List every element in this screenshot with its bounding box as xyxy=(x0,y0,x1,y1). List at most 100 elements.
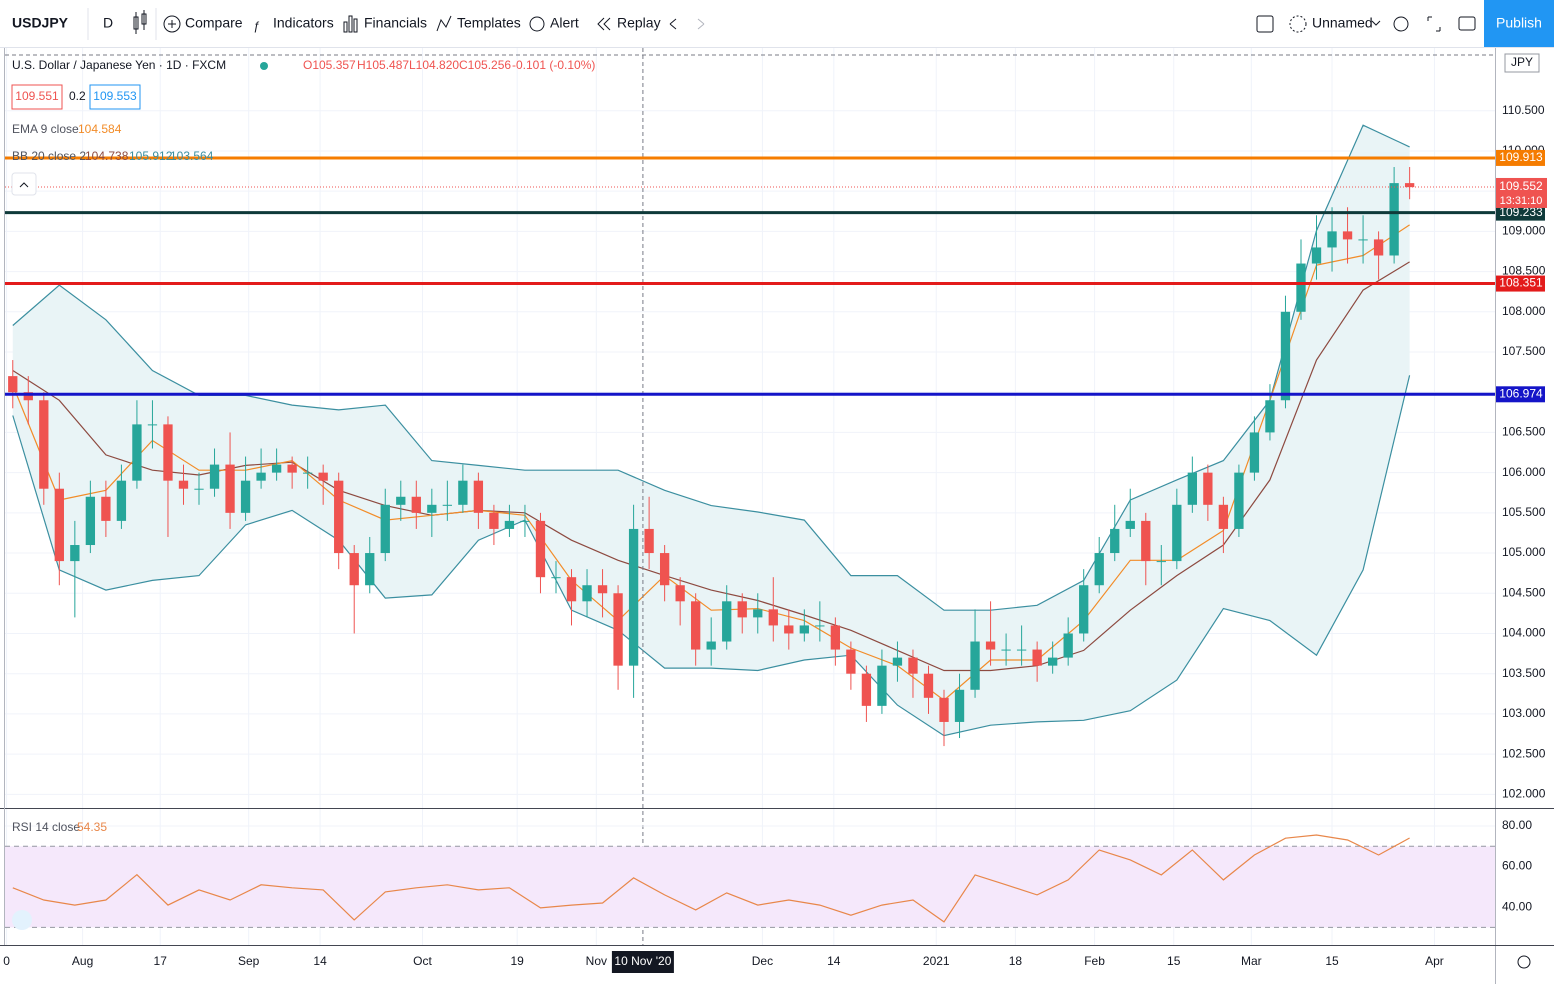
y-tick-label: 104.500 xyxy=(1502,585,1546,599)
toolbar-item[interactable]: Alert xyxy=(550,15,579,31)
candle-body xyxy=(194,488,204,490)
candle-body xyxy=(737,601,747,618)
publish-button[interactable] xyxy=(1484,0,1554,47)
currency-box[interactable] xyxy=(1504,53,1540,73)
price-line-label: 108.351 xyxy=(1499,276,1543,290)
axis-settings-icon[interactable] xyxy=(1517,955,1531,969)
snapshot-icon[interactable] xyxy=(1458,16,1476,31)
financials-icon[interactable] xyxy=(343,15,358,33)
candle-body xyxy=(520,520,530,522)
fullscreen-icon[interactable] xyxy=(1427,16,1441,32)
candle-body xyxy=(504,520,515,529)
interval[interactable]: D xyxy=(103,15,113,31)
price-line-label-bg xyxy=(1496,204,1545,221)
bb-legend-value: 104.738 xyxy=(85,149,129,163)
last-price-label-bg xyxy=(1496,177,1547,208)
dropdown-arrow[interactable] xyxy=(1371,20,1381,26)
x-tick-label: Mar xyxy=(1241,954,1262,968)
bid[interactable]: 109.551 xyxy=(15,89,59,103)
logo xyxy=(12,910,32,930)
candle-body xyxy=(1265,400,1275,433)
y-tick-label: 107.500 xyxy=(1502,344,1546,358)
candle-body xyxy=(1311,247,1322,264)
candle-body xyxy=(1296,263,1306,312)
candle-body xyxy=(877,665,887,706)
candle-body xyxy=(923,673,934,698)
x-tick-label: 15 xyxy=(1167,954,1181,968)
candle-body xyxy=(473,480,484,513)
ema-legend-value: 104.584 xyxy=(78,122,122,136)
candle-body xyxy=(1032,649,1042,666)
candle-body xyxy=(659,553,670,586)
candle-body xyxy=(442,504,452,506)
currency[interactable]: JPY xyxy=(1511,55,1533,69)
symbol[interactable]: USDJPY xyxy=(12,15,69,31)
undo-icon[interactable] xyxy=(669,18,677,30)
candle-body xyxy=(1203,472,1213,505)
candle-body xyxy=(613,593,623,666)
x-tick-label: 15 xyxy=(1325,954,1339,968)
candle-body xyxy=(256,472,266,481)
candle-body xyxy=(54,488,64,562)
y-tick-label: 60.00 xyxy=(1502,859,1532,873)
layout-checkbox[interactable] xyxy=(1256,15,1274,33)
candle-body xyxy=(70,545,80,562)
candle-body xyxy=(784,625,794,634)
candle-body xyxy=(1063,633,1073,658)
toolbar-item[interactable]: Compare xyxy=(185,15,243,31)
candle-body xyxy=(1234,472,1244,529)
toolbar-item[interactable]: Indicators xyxy=(273,15,334,31)
ohlc-close: C105.256 xyxy=(459,58,511,72)
candle-body xyxy=(1280,311,1291,401)
candle-body xyxy=(628,528,639,666)
candle-body xyxy=(8,376,18,393)
candle-body xyxy=(706,641,716,650)
y-tick-label: 106.500 xyxy=(1502,425,1546,439)
replay-icon[interactable] xyxy=(597,17,611,31)
ask-box[interactable] xyxy=(89,84,141,110)
price-line-label-bg xyxy=(1496,149,1545,166)
candle-body xyxy=(85,496,96,546)
candle-body xyxy=(597,585,608,594)
candle-body xyxy=(691,601,701,650)
candle-body xyxy=(209,464,220,489)
compare-icon[interactable] xyxy=(163,15,181,33)
layout-name[interactable]: Unnamed xyxy=(1312,15,1373,31)
price-line-label: 109.913 xyxy=(1499,150,1543,164)
toolbar-item[interactable]: Templates xyxy=(457,15,521,31)
collapse-arrow[interactable] xyxy=(19,182,29,188)
price-line-label: 109.233 xyxy=(1499,205,1543,219)
price-line-label: 106.974 xyxy=(1499,386,1543,400)
candle-body xyxy=(535,520,546,578)
ask[interactable]: 109.553 xyxy=(93,89,137,103)
y-tick-label: 80.00 xyxy=(1502,818,1532,832)
templates-icon[interactable] xyxy=(436,15,452,32)
candle-body xyxy=(458,480,468,505)
publish-label[interactable]: Publish xyxy=(1496,15,1542,31)
bid-box[interactable] xyxy=(11,84,63,110)
alert-icon[interactable] xyxy=(529,16,545,32)
settings-icon[interactable] xyxy=(1393,16,1409,32)
cloud-icon xyxy=(1289,15,1307,33)
y-tick-label: 104.000 xyxy=(1502,626,1546,640)
x-tick-label: Nov xyxy=(586,954,607,968)
x-tick-label: 14 xyxy=(313,954,327,968)
toolbar-item[interactable]: Financials xyxy=(364,15,427,31)
candle-body xyxy=(985,641,996,650)
x-tick-label: 2021 xyxy=(923,954,950,968)
candle-body xyxy=(489,512,499,529)
bb-legend-value: 105.912 xyxy=(129,149,173,163)
candle-icon[interactable] xyxy=(133,10,147,34)
redo-icon[interactable] xyxy=(697,18,705,30)
candle-body xyxy=(551,577,561,579)
collapse-button[interactable] xyxy=(11,172,37,196)
toolbar-item[interactable]: Replay xyxy=(617,15,661,31)
y-tick-label: 109.000 xyxy=(1502,224,1546,238)
x-tick-label: Oct xyxy=(413,954,432,968)
candle-body xyxy=(830,625,841,650)
indicators-icon[interactable]: ƒ xyxy=(253,19,260,33)
x-tick-label: 17 xyxy=(154,954,168,968)
x-tick-label: Feb xyxy=(1084,954,1105,968)
candle-body xyxy=(334,480,344,554)
